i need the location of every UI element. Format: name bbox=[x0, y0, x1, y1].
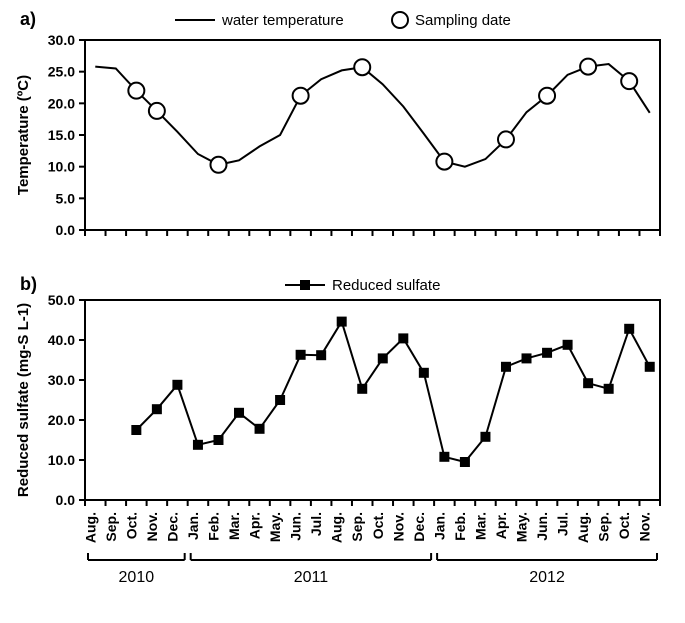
svg-text:10.0: 10.0 bbox=[48, 159, 75, 175]
svg-text:50.0: 50.0 bbox=[48, 292, 75, 308]
svg-text:water temperature: water temperature bbox=[221, 12, 344, 29]
x-tick-label: Jul. bbox=[555, 512, 571, 536]
x-tick-label: Sep. bbox=[596, 512, 612, 542]
sulfate-marker bbox=[131, 425, 141, 435]
x-tick-label: Aug. bbox=[575, 512, 591, 543]
sulfate-marker bbox=[296, 350, 306, 360]
x-tick-label: Aug. bbox=[82, 512, 98, 543]
svg-text:10.0: 10.0 bbox=[48, 452, 75, 468]
svg-text:25.0: 25.0 bbox=[48, 64, 75, 80]
sulfate-marker bbox=[522, 353, 532, 363]
sulfate-marker bbox=[378, 353, 388, 363]
sampling-marker bbox=[498, 131, 514, 147]
svg-text:30.0: 30.0 bbox=[48, 372, 75, 388]
x-tick-label: May. bbox=[514, 512, 530, 542]
sampling-marker bbox=[149, 103, 165, 119]
sulfate-marker bbox=[213, 435, 223, 445]
x-tick-label: Oct. bbox=[370, 512, 386, 539]
svg-text:a): a) bbox=[20, 9, 36, 29]
sulfate-marker bbox=[357, 384, 367, 394]
sampling-marker bbox=[210, 157, 226, 173]
sampling-marker bbox=[580, 59, 596, 75]
svg-text:40.0: 40.0 bbox=[48, 332, 75, 348]
sampling-marker bbox=[128, 83, 144, 99]
x-tick-label: Jun. bbox=[534, 512, 550, 541]
x-tick-label: Nov. bbox=[637, 512, 653, 541]
sulfate-marker bbox=[419, 368, 429, 378]
chart-a-ylabel: Temperature (ºC) bbox=[15, 75, 32, 195]
sulfate-marker bbox=[645, 362, 655, 372]
x-tick-label: Apr. bbox=[247, 512, 263, 539]
svg-text:20.0: 20.0 bbox=[48, 412, 75, 428]
x-tick-label: Sep. bbox=[103, 512, 119, 542]
sulfate-marker bbox=[337, 317, 347, 327]
sulfate-marker bbox=[316, 350, 326, 360]
svg-text:Sampling date: Sampling date bbox=[415, 12, 511, 29]
sulfate-marker bbox=[460, 457, 470, 467]
svg-text:5.0: 5.0 bbox=[56, 190, 76, 206]
svg-text:0.0: 0.0 bbox=[56, 222, 76, 238]
svg-text:30.0: 30.0 bbox=[48, 32, 75, 48]
year-label: 2012 bbox=[529, 569, 565, 586]
x-tick-label: Oct. bbox=[123, 512, 139, 539]
x-tick-label: Nov. bbox=[144, 512, 160, 541]
x-tick-label: Oct. bbox=[616, 512, 632, 539]
sulfate-marker bbox=[275, 395, 285, 405]
figure: a) water temperature Sampling date 0.0 5.0 10… bbox=[0, 0, 685, 623]
sampling-marker bbox=[436, 154, 452, 170]
x-tick-label: Nov. bbox=[390, 512, 406, 541]
sulfate-marker bbox=[234, 408, 244, 418]
svg-text:0.0: 0.0 bbox=[56, 492, 76, 508]
temperature-line bbox=[95, 64, 649, 167]
sulfate-marker bbox=[604, 384, 614, 394]
x-tick-label: Jun. bbox=[288, 512, 304, 541]
chart-a-legend: water temperature Sampling date bbox=[175, 12, 511, 29]
sampling-marker bbox=[539, 88, 555, 104]
sulfate-line bbox=[136, 322, 649, 462]
x-tick-label: Jan. bbox=[431, 512, 447, 540]
year-label: 2011 bbox=[294, 569, 329, 586]
year-label: 2010 bbox=[119, 569, 155, 586]
svg-text:b): b) bbox=[20, 274, 37, 294]
x-tick-label: Mar. bbox=[226, 512, 242, 540]
sampling-marker bbox=[621, 73, 637, 89]
sulfate-marker bbox=[563, 340, 573, 350]
sampling-marker bbox=[354, 59, 370, 75]
sulfate-marker bbox=[193, 440, 203, 450]
svg-text:20.0: 20.0 bbox=[48, 95, 75, 111]
x-tick-label: Feb. bbox=[452, 512, 468, 541]
sulfate-marker bbox=[439, 452, 449, 462]
svg-text:15.0: 15.0 bbox=[48, 127, 75, 143]
sulfate-marker bbox=[480, 432, 490, 442]
sulfate-marker bbox=[152, 404, 162, 414]
sulfate-marker bbox=[255, 424, 265, 434]
x-tick-label: Jan. bbox=[185, 512, 201, 540]
chart-b-legend: Reduced sulfate bbox=[285, 277, 440, 294]
x-tick-label: Dec. bbox=[164, 512, 180, 542]
sulfate-marker bbox=[172, 380, 182, 390]
chart-b-axes bbox=[85, 300, 660, 500]
x-tick-label: Dec. bbox=[411, 512, 427, 542]
x-tick-label: Sep. bbox=[349, 512, 365, 542]
x-tick-label: Apr. bbox=[493, 512, 509, 539]
svg-text:Reduced sulfate: Reduced sulfate bbox=[332, 277, 440, 294]
x-tick-label: Jul. bbox=[308, 512, 324, 536]
x-tick-label: Mar. bbox=[472, 512, 488, 540]
chart-a-axes bbox=[85, 40, 660, 230]
x-tick-label: May. bbox=[267, 512, 283, 542]
sulfate-marker bbox=[583, 378, 593, 388]
sulfate-marker bbox=[398, 333, 408, 343]
sulfate-marker bbox=[542, 348, 552, 358]
sampling-marker bbox=[293, 88, 309, 104]
x-tick-label: Aug. bbox=[329, 512, 345, 543]
chart-b-ylabel: Reduced sulfate (mg-S L-1) bbox=[15, 303, 32, 497]
sulfate-marker bbox=[624, 324, 634, 334]
sulfate-marker bbox=[501, 362, 511, 372]
x-tick-label: Feb. bbox=[205, 512, 221, 541]
